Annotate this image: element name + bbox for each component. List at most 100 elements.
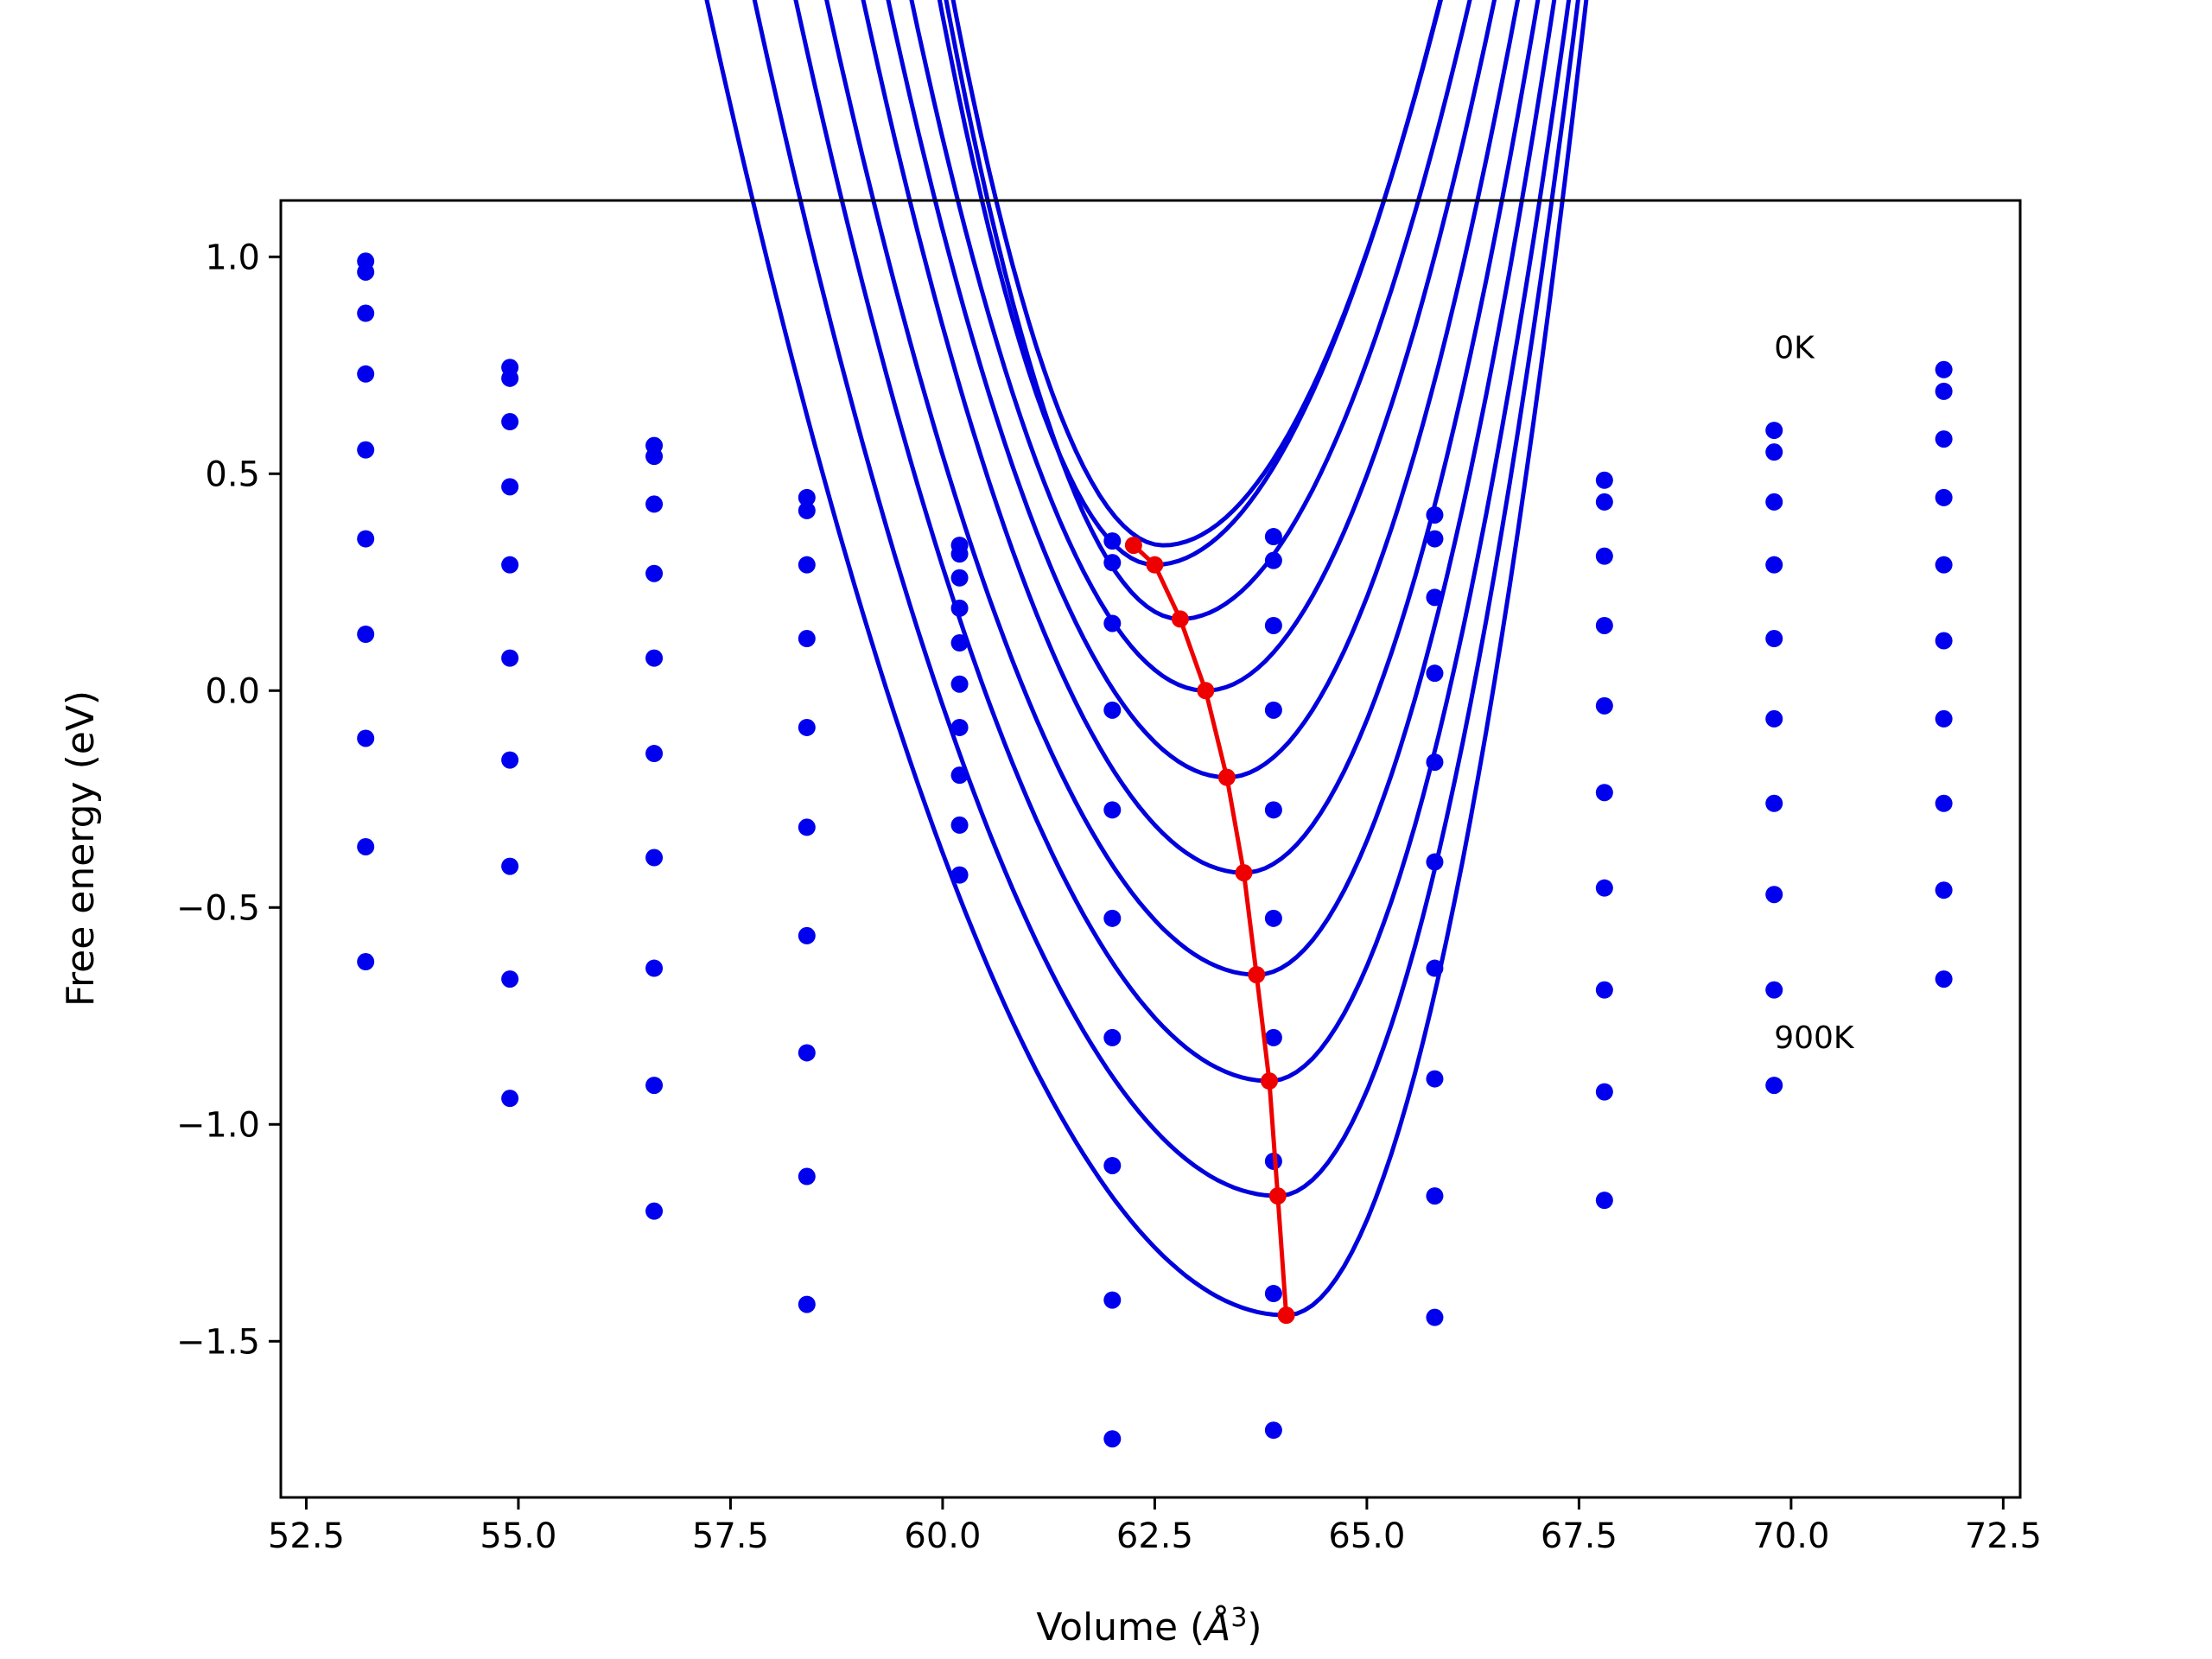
minimum-point <box>1268 1187 1287 1205</box>
data-point <box>357 365 375 383</box>
data-point <box>357 953 375 971</box>
x-tick-label: 60.0 <box>904 1516 981 1556</box>
data-point <box>1765 1077 1783 1095</box>
data-point <box>798 818 816 836</box>
plot-background <box>281 200 2020 1497</box>
x-tick-label: 52.5 <box>268 1516 345 1556</box>
minimum-point <box>1217 768 1236 786</box>
data-point <box>1103 1430 1122 1448</box>
data-point <box>1935 709 1953 728</box>
fit-curve-8 <box>793 0 1572 1084</box>
data-point <box>501 369 519 387</box>
data-point <box>1935 382 1953 400</box>
data-point <box>1765 794 1783 812</box>
y-tick-label: −0.5 <box>176 888 260 928</box>
data-point <box>1103 909 1122 927</box>
data-point <box>357 837 375 855</box>
data-point <box>645 1077 664 1095</box>
minimum-point <box>1260 1072 1278 1090</box>
data-point <box>798 630 816 648</box>
plot-frame <box>279 199 2022 1499</box>
fit-curve-4 <box>909 0 1497 693</box>
data-point <box>501 478 519 496</box>
data-point <box>1264 616 1282 634</box>
fit-curve-5 <box>886 0 1521 780</box>
data-point <box>1935 881 1953 899</box>
fit-curve-10 <box>704 0 1589 1318</box>
y-tick-label: 1.0 <box>205 238 260 277</box>
data-point <box>950 675 969 693</box>
data-point <box>1264 801 1282 819</box>
data-point <box>1103 614 1122 632</box>
data-point <box>1595 547 1613 565</box>
data-point <box>1595 696 1613 715</box>
minimum-point <box>1235 864 1253 882</box>
data-point <box>950 816 969 834</box>
data-point <box>1264 701 1282 719</box>
y-axis-label: Free energy (eV) <box>59 690 103 1007</box>
data-point <box>357 304 375 322</box>
data-point <box>645 564 664 582</box>
data-point <box>1103 532 1122 550</box>
data-point <box>645 649 664 667</box>
data-point <box>645 495 664 513</box>
data-point <box>1426 1070 1444 1088</box>
data-point <box>1765 709 1783 728</box>
data-point <box>950 569 969 587</box>
data-point <box>1935 632 1953 650</box>
data-point <box>798 718 816 736</box>
x-tick-label: 72.5 <box>1965 1516 2042 1556</box>
data-point <box>1935 360 1953 378</box>
data-point <box>1103 801 1122 819</box>
data-point <box>1103 1156 1122 1174</box>
fit-curve-6 <box>861 0 1541 875</box>
y-tick-label: −1.0 <box>176 1105 260 1145</box>
data-point <box>1935 794 1953 812</box>
data-point <box>357 729 375 747</box>
data-point <box>1935 430 1953 448</box>
data-point <box>1103 1291 1122 1309</box>
data-point <box>357 626 375 644</box>
minimum-point <box>1124 537 1142 555</box>
data-point <box>645 448 664 466</box>
data-point <box>1935 488 1953 506</box>
data-point <box>1426 1308 1444 1326</box>
data-point <box>1426 753 1444 772</box>
data-point <box>798 1167 816 1185</box>
x-axis-label: Volume (Å3) <box>1036 1603 1262 1649</box>
minimum-line <box>1132 543 1289 1316</box>
data-point <box>1426 588 1444 607</box>
data-point <box>1426 505 1444 524</box>
x-tick-label: 62.5 <box>1116 1516 1193 1556</box>
data-point <box>1426 530 1444 548</box>
data-point <box>798 556 816 574</box>
fit-curve-7 <box>824 0 1557 977</box>
data-point <box>1595 493 1613 511</box>
data-point <box>1264 1028 1282 1046</box>
data-point <box>950 766 969 785</box>
data-point <box>1426 664 1444 683</box>
data-point <box>1765 886 1783 904</box>
minimum-point <box>1197 682 1215 700</box>
x-axis-ticks: 52.5 55.0 57.5 60.0 62.5 65.0 67.5 70.0 72.5 <box>268 1497 2042 1556</box>
data-point <box>1595 471 1613 489</box>
data-point <box>645 745 664 763</box>
data-point <box>357 441 375 459</box>
temperature-annotation: 0K <box>1774 331 1815 366</box>
y-tick-label: 0.0 <box>205 671 260 711</box>
annotations: 0K 900K <box>1774 331 1855 1056</box>
data-point <box>950 634 969 652</box>
data-point <box>501 649 519 667</box>
data-point <box>1765 422 1783 440</box>
data-point <box>1426 1187 1444 1205</box>
data-point <box>1595 616 1613 634</box>
data-point <box>1765 443 1783 461</box>
data-point <box>1264 1421 1282 1440</box>
data-point <box>645 959 664 977</box>
data-point <box>501 556 519 574</box>
data-point <box>798 926 816 944</box>
data-point <box>798 501 816 519</box>
data-point <box>798 1044 816 1062</box>
data-point <box>950 718 969 736</box>
